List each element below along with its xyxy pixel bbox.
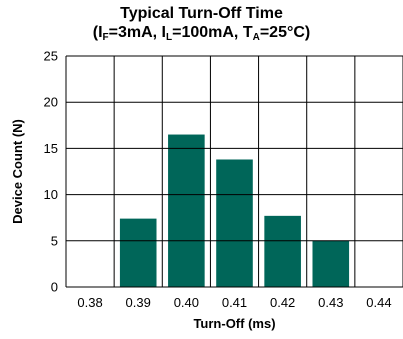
x-tick-label: 0.43	[318, 295, 343, 310]
y-axis-label: Device Count (N)	[10, 119, 25, 224]
y-tick-label: 20	[44, 95, 58, 110]
bar-0.43	[312, 240, 350, 287]
y-tick-label: 10	[44, 187, 58, 202]
bar-0.39	[119, 218, 157, 287]
chart-subtitle: (IF=3mA, IL=100mA, TA=25°C)	[92, 24, 311, 43]
y-tick-label: 25	[44, 49, 58, 64]
bar-0.42	[264, 215, 301, 287]
y-tick-label: 15	[44, 141, 58, 156]
y-tick-label: 0	[51, 280, 58, 295]
x-axis-label: Turn-Off (ms)	[193, 316, 275, 331]
x-tick-label: 0.38	[77, 295, 102, 310]
y-tick-label: 5	[51, 233, 58, 248]
x-tick-label: 0.41	[222, 295, 247, 310]
x-tick-label: 0.40	[174, 295, 199, 310]
x-tick-label: 0.42	[270, 295, 295, 310]
bar-0.41	[216, 159, 253, 287]
chart-title: Typical Turn-Off Time	[120, 5, 283, 22]
bar-0.40	[168, 134, 205, 287]
x-tick-label: 0.39	[126, 295, 151, 310]
x-tick-label: 0.44	[366, 295, 391, 310]
